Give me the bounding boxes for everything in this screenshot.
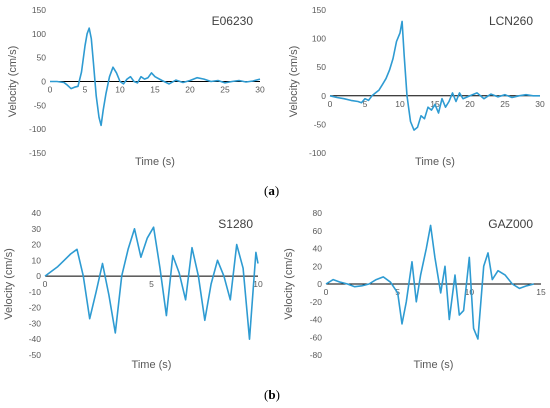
chart-4-y-tick-label: 40 [313, 244, 323, 254]
chart-1-y-axis-title: Velocity (cm/s) [7, 46, 19, 118]
panel-label-a: (a) [264, 183, 280, 198]
chart-4-x-tick-label: 15 [536, 287, 546, 297]
chart-2-y-tick-label: -100 [309, 148, 326, 158]
chart-4-y-tick-label: -20 [310, 297, 323, 307]
chart-3-y-tick-label: -50 [29, 350, 42, 360]
chart-2-y-axis-title: Velocity (cm/s) [288, 46, 300, 118]
chart-1-y-tick-label: 50 [37, 53, 47, 63]
chart-1-x-tick-label: 0 [48, 85, 53, 95]
chart-4-x-axis-title: Time (s) [414, 359, 454, 371]
chart-2-y-tick-label: -50 [314, 119, 327, 129]
chart-1-x-tick-label: 5 [83, 85, 88, 95]
chart-3-x-axis-title: Time (s) [132, 359, 172, 371]
chart-3-y-tick-label: -20 [29, 303, 42, 313]
panel-label-b: (b) [264, 387, 280, 402]
chart-1-x-tick-label: 10 [115, 85, 125, 95]
chart-2-x-tick-label: 25 [500, 99, 510, 109]
chart-1-y-tick-label: -50 [34, 100, 47, 110]
chart-4-title: GAZ000 [488, 217, 533, 231]
chart-3-y-tick-label: 30 [32, 224, 42, 234]
chart-2-x-tick-label: 30 [535, 99, 545, 109]
chart-1-x-tick-label: 15 [150, 85, 160, 95]
chart-2-x-tick-label: 20 [465, 99, 475, 109]
chart-2-y-tick-label: 100 [312, 34, 326, 44]
chart-2-title: LCN260 [489, 14, 533, 28]
chart-2-x-tick-label: 0 [328, 99, 333, 109]
chart-3-y-tick-label: -30 [29, 318, 42, 328]
chart-4-y-tick-label: 80 [313, 208, 323, 218]
chart-2-x-axis-title: Time (s) [415, 156, 455, 168]
chart-1-title: E06230 [212, 14, 254, 28]
chart-4-y-tick-label: -60 [310, 332, 323, 342]
chart-1-x-tick-label: 20 [185, 85, 195, 95]
chart-1-y-tick-label: 100 [32, 29, 46, 39]
chart-4-y-tick-label: 60 [313, 226, 323, 236]
chart-2-x-tick-label: 10 [395, 99, 405, 109]
chart-1-x-axis-title: Time (s) [135, 156, 175, 168]
chart-2-y-tick-label: 0 [321, 91, 326, 101]
chart-3-series-line [44, 226, 259, 341]
chart-4-series-line [325, 224, 534, 340]
chart-3-y-axis-title: Velocity (cm/s) [3, 248, 15, 320]
chart-1-y-tick-label: -100 [29, 124, 46, 134]
chart-4-y-tick-label: -40 [310, 315, 323, 325]
chart-3-y-tick-label: 0 [36, 271, 41, 281]
chart-1-x-tick-label: 25 [220, 85, 230, 95]
chart-2-x-tick-label: 5 [363, 99, 368, 109]
chart-3-y-tick-label: 10 [32, 255, 42, 265]
chart-1-y-tick-label: 0 [41, 77, 46, 87]
chart-2-y-tick-label: 150 [312, 5, 326, 15]
chart-1-x-tick-label: 30 [255, 85, 265, 95]
chart-4-x-tick-label: 10 [465, 287, 475, 297]
chart-3-x-tick-label: 0 [43, 279, 48, 289]
chart-3-y-tick-label: -10 [29, 287, 42, 297]
chart-3-y-tick-label: -40 [29, 334, 42, 344]
chart-4-y-axis-title: Velocity (cm/s) [283, 248, 295, 320]
chart-2-y-tick-label: 50 [317, 62, 327, 72]
chart-4-y-tick-label: -80 [310, 350, 323, 360]
chart-4-y-tick-label: 0 [317, 279, 322, 289]
chart-2-series-line [329, 20, 540, 131]
chart-4-x-tick-label: 0 [324, 287, 329, 297]
chart-1-y-tick-label: 150 [32, 5, 46, 15]
chart-3-x-tick-label: 5 [149, 279, 154, 289]
chart-1-y-tick-label: -150 [29, 148, 46, 158]
chart-1-series-line [50, 27, 261, 127]
chart-3-y-tick-label: 20 [32, 240, 42, 250]
chart-3-x-tick-label: 10 [253, 279, 263, 289]
chart-4-y-tick-label: 20 [313, 261, 323, 271]
chart-3-y-tick-label: 40 [32, 208, 42, 218]
chart-3-title: S1280 [218, 217, 253, 231]
